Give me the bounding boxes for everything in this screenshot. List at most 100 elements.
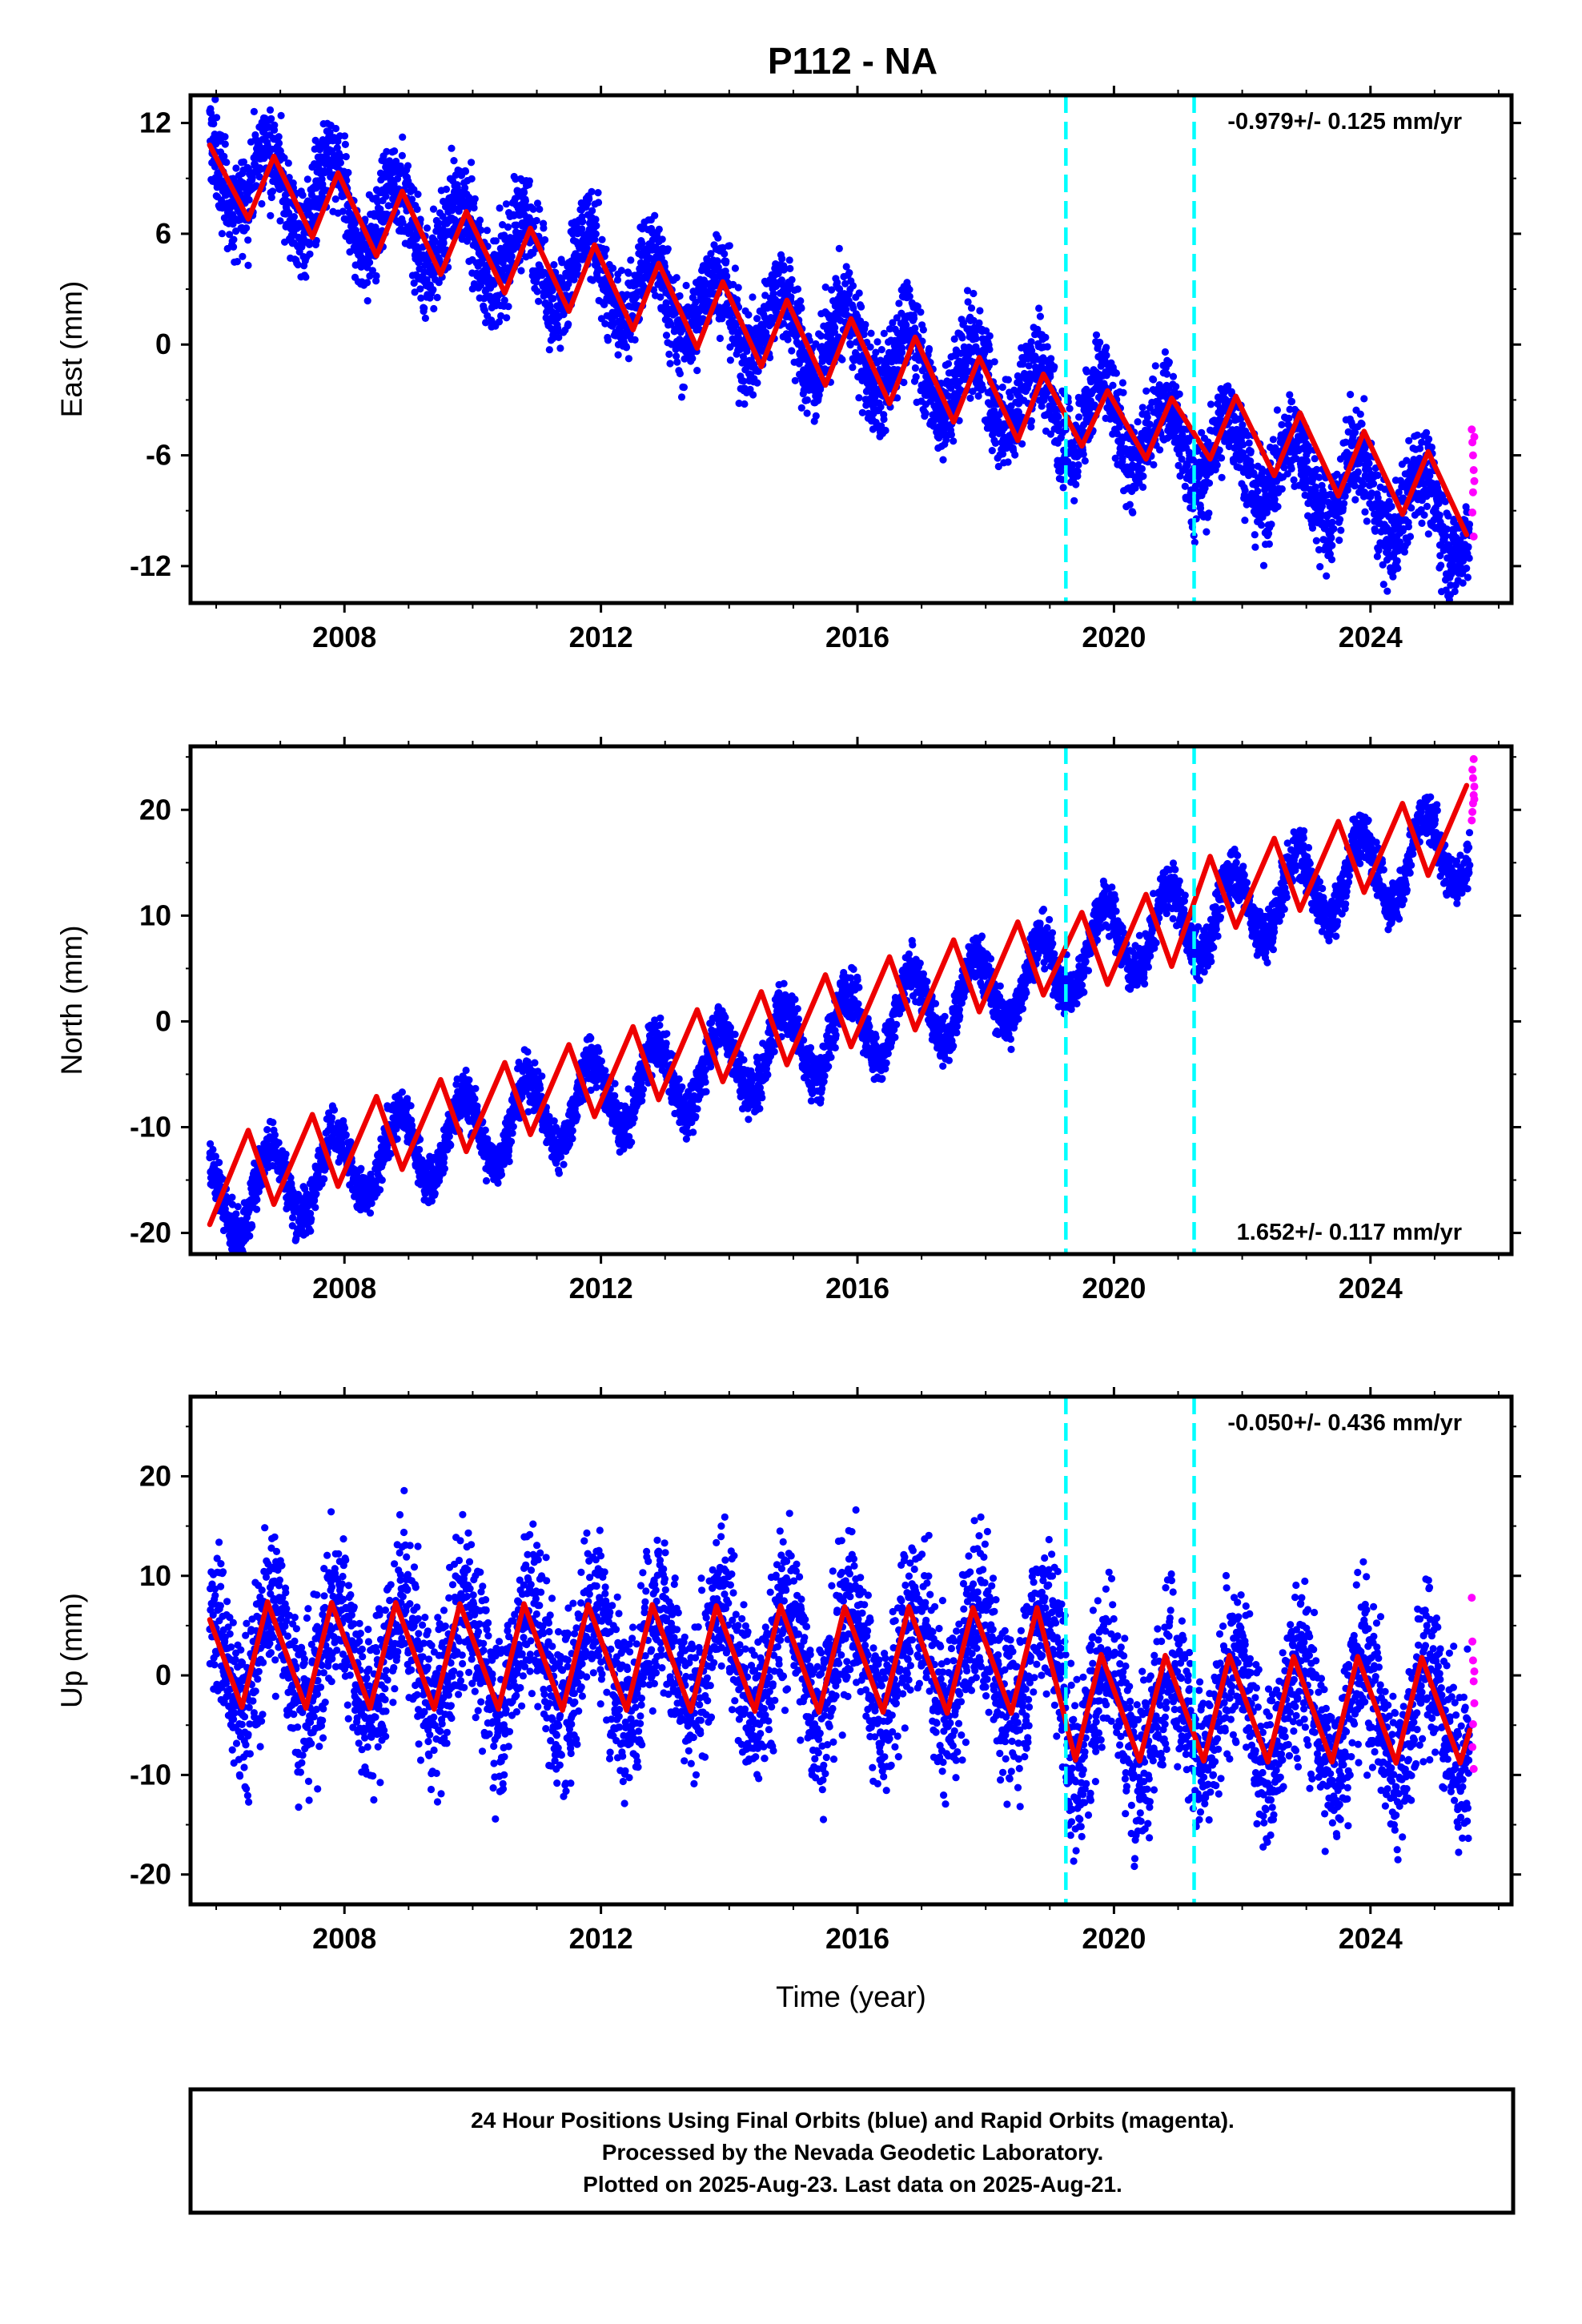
east-final-orbit-point [280, 154, 288, 162]
east-final-orbit-point [1356, 410, 1364, 418]
east-final-orbit-point [1251, 531, 1259, 539]
east-final-orbit-point [327, 147, 336, 155]
east-final-orbit-point [872, 348, 880, 356]
east-final-orbit-point [917, 308, 925, 316]
east-rapid-orbit-point [1469, 466, 1478, 474]
east-final-orbit-point [1311, 483, 1319, 491]
east-final-orbit-point [594, 189, 602, 197]
east-final-orbit-point [1079, 450, 1087, 458]
east-final-orbit-point [817, 332, 825, 340]
east-final-orbit-point [858, 408, 866, 416]
east-final-orbit-point [725, 242, 733, 250]
east-final-orbit-point [836, 285, 844, 293]
east-final-orbit-point [461, 184, 469, 192]
east-final-orbit-point [676, 292, 684, 300]
east-final-orbit-point [1165, 358, 1173, 366]
east-final-orbit-point [665, 350, 673, 358]
east-rapid-orbit-point [1469, 533, 1478, 541]
east-final-orbit-point [334, 138, 342, 146]
east-final-orbit-point [1042, 333, 1050, 341]
east-final-orbit-point [910, 314, 918, 323]
east-final-orbit-point [803, 409, 811, 417]
east-final-orbit-point [533, 287, 541, 296]
east-final-orbit-point [739, 352, 748, 360]
east-final-orbit-point [585, 195, 593, 203]
east-final-orbit-point [1358, 420, 1366, 428]
east-final-orbit-point [986, 345, 994, 353]
east-final-orbit-point [284, 159, 292, 167]
east-final-orbit-point [439, 212, 447, 220]
east-final-orbit-point [415, 259, 423, 267]
east-final-orbit-point [1070, 497, 1078, 505]
east-final-orbit-point [303, 175, 311, 183]
east-final-orbit-point [1424, 530, 1432, 538]
east-final-orbit-point [218, 230, 226, 238]
east-final-orbit-point [873, 338, 881, 346]
east-final-orbit-point [299, 191, 307, 199]
east-final-orbit-point [1271, 496, 1279, 504]
east-final-orbit-point [842, 263, 850, 271]
east-final-orbit-point [1347, 391, 1355, 399]
east-final-orbit-point [631, 336, 639, 344]
east-final-orbit-point [1119, 388, 1127, 396]
east-final-orbit-point [470, 203, 478, 212]
east-final-orbit-point [1274, 503, 1282, 511]
east-final-orbit-point [902, 321, 910, 329]
east-final-orbit-point [588, 187, 596, 195]
east-final-orbit-point [624, 355, 633, 363]
east-final-orbit-point [693, 367, 701, 375]
east-final-orbit-point [337, 153, 345, 161]
east-final-orbit-point [1435, 511, 1443, 519]
east-final-orbit-point [545, 346, 553, 354]
east-final-orbit-point [741, 400, 749, 408]
east-final-orbit-point [408, 195, 416, 203]
east-final-orbit-point [471, 195, 479, 203]
east-final-orbit-point [1004, 458, 1012, 466]
east-final-orbit-point [496, 204, 504, 212]
east-final-orbit-point [753, 379, 761, 387]
east-final-orbit-point [1340, 500, 1348, 508]
east-final-orbit-point [828, 286, 836, 294]
east-final-orbit-point [749, 293, 757, 301]
east-final-orbit-point [239, 252, 247, 260]
east-final-orbit-point [838, 356, 846, 364]
east-final-orbit-point [849, 282, 857, 290]
east-final-orbit-point [1423, 502, 1431, 511]
east-final-orbit-point [975, 319, 983, 327]
east-final-orbit-point [986, 332, 994, 340]
east-final-orbit-point [1437, 561, 1445, 569]
east-final-orbit-point [1247, 447, 1255, 456]
east-final-orbit-point [919, 326, 927, 334]
east-final-orbit-point [591, 235, 599, 243]
east-final-orbit-point [477, 226, 485, 234]
east-final-orbit-point [785, 256, 793, 264]
east-final-orbit-point [988, 447, 996, 455]
east-final-orbit-point [1072, 480, 1080, 489]
east-final-orbit-point [290, 213, 298, 221]
east-final-orbit-point [517, 267, 525, 275]
east-final-orbit-point [682, 281, 690, 290]
east-final-orbit-point [604, 336, 612, 344]
east-final-orbit-point [1150, 460, 1158, 469]
east-rapid-orbit-point [1468, 451, 1477, 460]
east-final-orbit-point [880, 415, 888, 424]
east-final-orbit-point [1337, 526, 1345, 534]
east-final-orbit-point [448, 144, 456, 152]
east-final-orbit-point [221, 133, 229, 141]
east-final-orbit-point [239, 158, 247, 166]
east-final-orbit-point [898, 344, 906, 352]
east-final-orbit-point [846, 341, 854, 349]
east-final-orbit-point [1375, 546, 1383, 554]
east-final-orbit-point [1373, 553, 1381, 561]
east-final-orbit-point [276, 217, 284, 225]
east-final-orbit-point [1406, 533, 1415, 541]
east-final-orbit-point [1102, 352, 1110, 360]
east-final-orbit-point [500, 296, 508, 304]
east-final-orbit-point [423, 224, 432, 232]
east-final-orbit-point [1365, 459, 1373, 468]
east-final-orbit-point [532, 216, 540, 225]
east-final-orbit-point [230, 235, 238, 243]
east-final-orbit-point [1328, 518, 1336, 526]
east-final-orbit-point [911, 364, 919, 372]
